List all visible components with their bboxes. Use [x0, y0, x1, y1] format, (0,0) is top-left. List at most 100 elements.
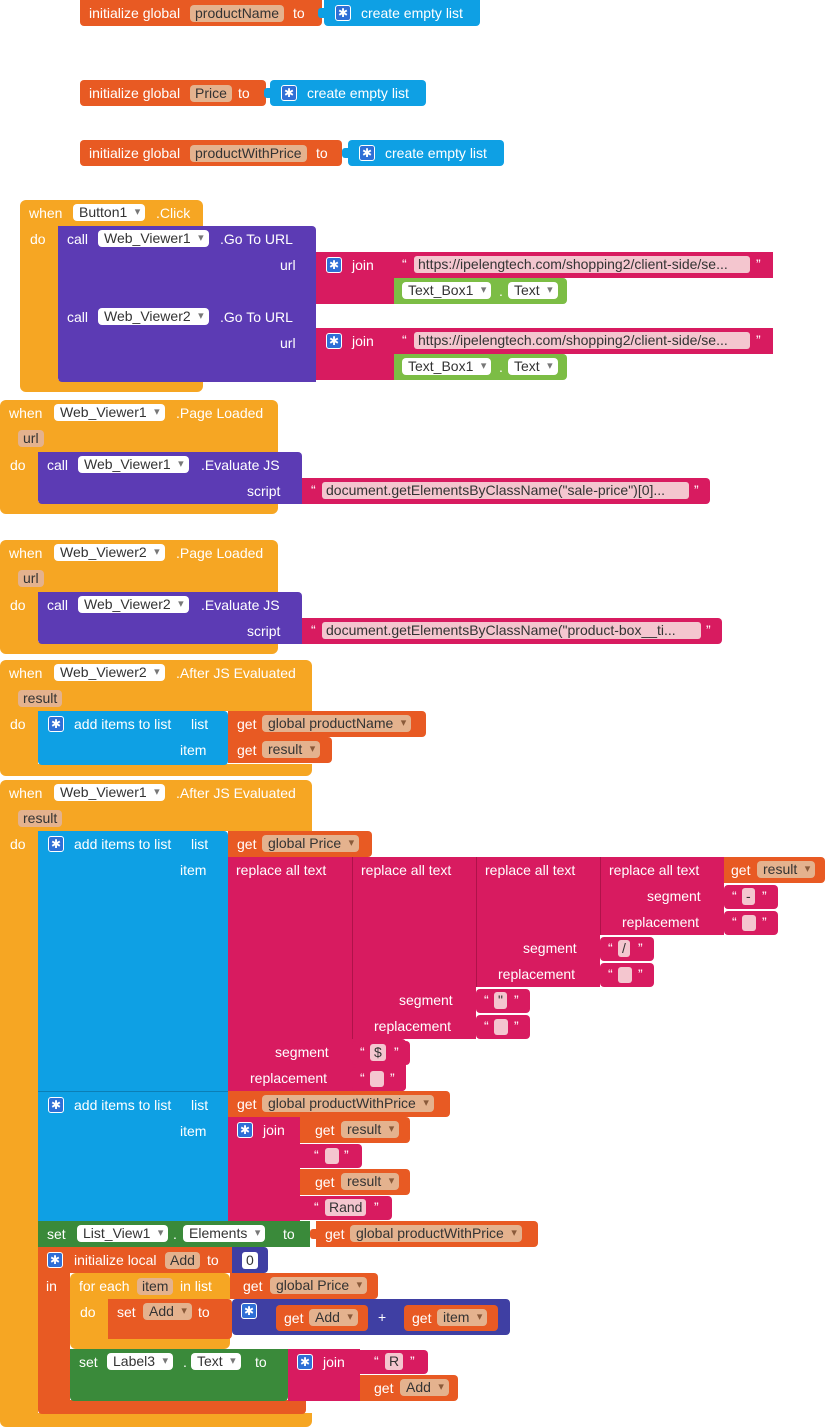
variable-dropdown[interactable]: Add [400, 1379, 449, 1396]
text-empty[interactable]: “ ” [724, 911, 778, 935]
global-name-field[interactable]: productName [190, 5, 285, 22]
gear-icon[interactable]: ✱ [359, 145, 375, 161]
text-string-block[interactable]: “ https://ipelengtech.com/shopping2/clie… [394, 252, 773, 278]
set-listview1-elements[interactable]: set List_View1 . Elements to [38, 1221, 310, 1247]
text-empty[interactable]: “ ” [300, 1144, 362, 1168]
property-dropdown[interactable]: Elements [183, 1225, 266, 1242]
event-webviewer2-after-js[interactable]: when Web_Viewer2 .After JS Evaluated res… [0, 660, 312, 711]
replace-all-text-level3[interactable]: replace all text segment replacement [476, 857, 600, 987]
component-dropdown[interactable]: Button1 [73, 204, 146, 221]
variable-dropdown[interactable]: item [437, 1309, 488, 1326]
add-items-to-list-price[interactable]: ✱ add items to list list item [38, 831, 228, 1091]
variable-dropdown[interactable]: global Price [270, 1277, 368, 1294]
set-label3-text[interactable]: set Label3 . Text to [70, 1349, 288, 1401]
param-result[interactable]: result [18, 810, 63, 827]
component-dropdown[interactable]: Web_Viewer2 [54, 544, 165, 561]
text-r[interactable]: “ R ” [360, 1350, 428, 1374]
global-productWithPrice-block[interactable]: initialize global productWithPrice to [80, 140, 342, 166]
text-slash[interactable]: “ / ” [600, 937, 654, 961]
text-dash[interactable]: “ - ” [724, 885, 778, 909]
gear-icon[interactable]: ✱ [48, 1097, 64, 1113]
for-each-item-block[interactable]: for each item in list [70, 1273, 230, 1299]
empty-text-value[interactable] [494, 1019, 508, 1035]
variable-dropdown[interactable]: result [341, 1121, 400, 1138]
get-result[interactable]: get result [300, 1169, 410, 1195]
gear-icon[interactable]: ✱ [47, 1252, 63, 1268]
join-block[interactable]: ✱ join [228, 1117, 300, 1221]
global-Price-block[interactable]: initialize global Price to [80, 80, 266, 106]
empty-text-value[interactable] [325, 1148, 339, 1164]
create-empty-list-block[interactable]: ✱ create empty list [318, 0, 480, 26]
number-value[interactable]: 0 [242, 1252, 258, 1269]
property-dropdown[interactable]: Text [508, 282, 558, 299]
gear-icon[interactable]: ✱ [281, 85, 297, 101]
call-webviewer2-evaluate-js[interactable]: call Web_Viewer2 .Evaluate JS script [38, 592, 302, 644]
get-add[interactable]: get Add [360, 1375, 458, 1401]
gear-icon[interactable]: ✱ [48, 836, 64, 852]
gear-icon[interactable]: ✱ [297, 1354, 313, 1370]
component-dropdown[interactable]: Web_Viewer2 [98, 308, 209, 325]
local-name-field[interactable]: Add [165, 1252, 200, 1269]
initialize-local-add[interactable]: ✱ initialize local Add to [38, 1247, 232, 1273]
component-dropdown[interactable]: Text_Box1 [402, 282, 492, 299]
add-items-to-list-productWithPrice[interactable]: ✱ add items to list list item [38, 1091, 228, 1221]
textbox1-text-getter[interactable]: Text_Box1 . Text [394, 278, 567, 304]
empty-text-value[interactable] [742, 915, 756, 931]
event-webviewer1-after-js[interactable]: when Web_Viewer1 .After JS Evaluated res… [0, 780, 312, 831]
text-rand[interactable]: “ Rand ” [300, 1196, 392, 1220]
component-dropdown[interactable]: Web_Viewer2 [54, 664, 165, 681]
call-webviewer1-evaluate-js[interactable]: call Web_Viewer1 .Evaluate JS script [38, 452, 302, 504]
get-result[interactable]: get result [228, 737, 332, 763]
component-dropdown[interactable]: List_View1 [77, 1225, 169, 1242]
text-value[interactable]: $ [370, 1044, 386, 1061]
property-dropdown[interactable]: Text [508, 358, 558, 375]
property-dropdown[interactable]: Text [191, 1353, 241, 1370]
text-string-block[interactable]: “ document.getElementsByClassName("sale-… [302, 478, 710, 504]
variable-dropdown[interactable]: result [341, 1173, 400, 1190]
text-string-block[interactable]: “ document.getElementsByClassName("produ… [302, 618, 722, 644]
script-text-value[interactable]: document.getElementsByClassName("sale-pr… [322, 482, 689, 499]
component-dropdown[interactable]: Text_Box1 [402, 358, 492, 375]
textbox1-text-getter[interactable]: Text_Box1 . Text [394, 354, 567, 380]
text-dollar[interactable]: “ $ ” [352, 1041, 410, 1065]
event-webviewer2-page-loaded[interactable]: when Web_Viewer2 .Page Loaded url [0, 540, 278, 592]
replace-all-text-level4[interactable]: replace all text segment replacement [600, 857, 724, 935]
text-value[interactable]: " [494, 992, 507, 1009]
gear-icon[interactable]: ✱ [335, 5, 351, 21]
text-value[interactable]: - [742, 888, 755, 905]
global-productName-block[interactable]: initialize global productName to [80, 0, 322, 26]
get-global-productWithPrice[interactable]: get global productWithPrice [228, 1091, 450, 1117]
empty-text-value[interactable] [370, 1071, 384, 1087]
add-items-to-list-block[interactable]: ✱ add items to list list item [38, 711, 228, 765]
text-value[interactable]: R [385, 1353, 404, 1370]
text-empty[interactable]: “ ” [352, 1067, 406, 1091]
get-global-productWithPrice[interactable]: get global productWithPrice [310, 1221, 538, 1247]
number-block[interactable]: 0 [232, 1247, 268, 1273]
text-empty[interactable]: “ ” [600, 963, 654, 987]
create-empty-list-block[interactable]: ✱ create empty list [264, 80, 426, 106]
variable-dropdown[interactable]: Add [309, 1309, 358, 1326]
gear-icon[interactable]: ✱ [326, 257, 342, 273]
gear-icon[interactable]: ✱ [326, 333, 342, 349]
text-empty[interactable]: “ ” [476, 1015, 530, 1039]
get-item[interactable]: get item [404, 1305, 498, 1331]
call-web-viewer1-goto-url[interactable]: call Web_Viewer1 .Go To URL url [58, 226, 316, 304]
component-dropdown[interactable]: Web_Viewer1 [98, 230, 209, 247]
component-dropdown[interactable]: Label3 [107, 1353, 174, 1370]
event-webviewer1-page-loaded[interactable]: when Web_Viewer1 .Page Loaded url [0, 400, 278, 452]
component-dropdown[interactable]: Web_Viewer1 [54, 404, 165, 421]
global-name-field[interactable]: Price [190, 85, 232, 102]
get-add[interactable]: get Add [276, 1305, 368, 1331]
param-result[interactable]: result [18, 690, 63, 707]
param-url[interactable]: url [18, 430, 44, 447]
create-empty-list-block[interactable]: ✱ create empty list [342, 140, 504, 166]
script-text-value[interactable]: document.getElementsByClassName("product… [322, 622, 701, 639]
text-value[interactable]: Rand [325, 1199, 367, 1216]
call-web-viewer2-goto-url[interactable]: call Web_Viewer2 .Go To URL url [58, 304, 316, 382]
variable-dropdown[interactable]: Add [143, 1303, 192, 1320]
empty-text-value[interactable] [618, 967, 632, 983]
join-block[interactable]: ✱ join [288, 1349, 360, 1401]
join-block[interactable]: ✱ join [316, 328, 394, 380]
event-button1-click[interactable]: when Button1 .Click [20, 200, 203, 226]
